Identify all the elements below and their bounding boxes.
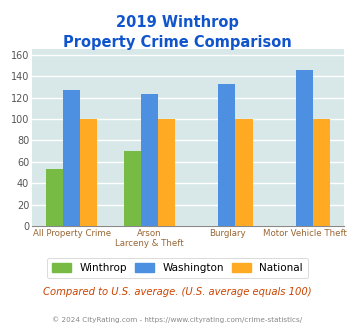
- Bar: [63, 90, 80, 226]
- Legend: Winthrop, Washington, National: Winthrop, Washington, National: [47, 258, 308, 278]
- Bar: [46, 169, 63, 226]
- Text: Compared to U.S. average. (U.S. average equals 100): Compared to U.S. average. (U.S. average …: [43, 287, 312, 297]
- Bar: [296, 70, 313, 226]
- Bar: [218, 84, 235, 226]
- Bar: [158, 119, 175, 226]
- Bar: [141, 94, 158, 226]
- Text: 2019 Winthrop: 2019 Winthrop: [116, 15, 239, 30]
- Bar: [235, 119, 252, 226]
- Bar: [80, 119, 97, 226]
- Text: © 2024 CityRating.com - https://www.cityrating.com/crime-statistics/: © 2024 CityRating.com - https://www.city…: [53, 316, 302, 323]
- Bar: [313, 119, 330, 226]
- Text: Property Crime Comparison: Property Crime Comparison: [63, 35, 292, 50]
- Bar: [124, 151, 141, 226]
